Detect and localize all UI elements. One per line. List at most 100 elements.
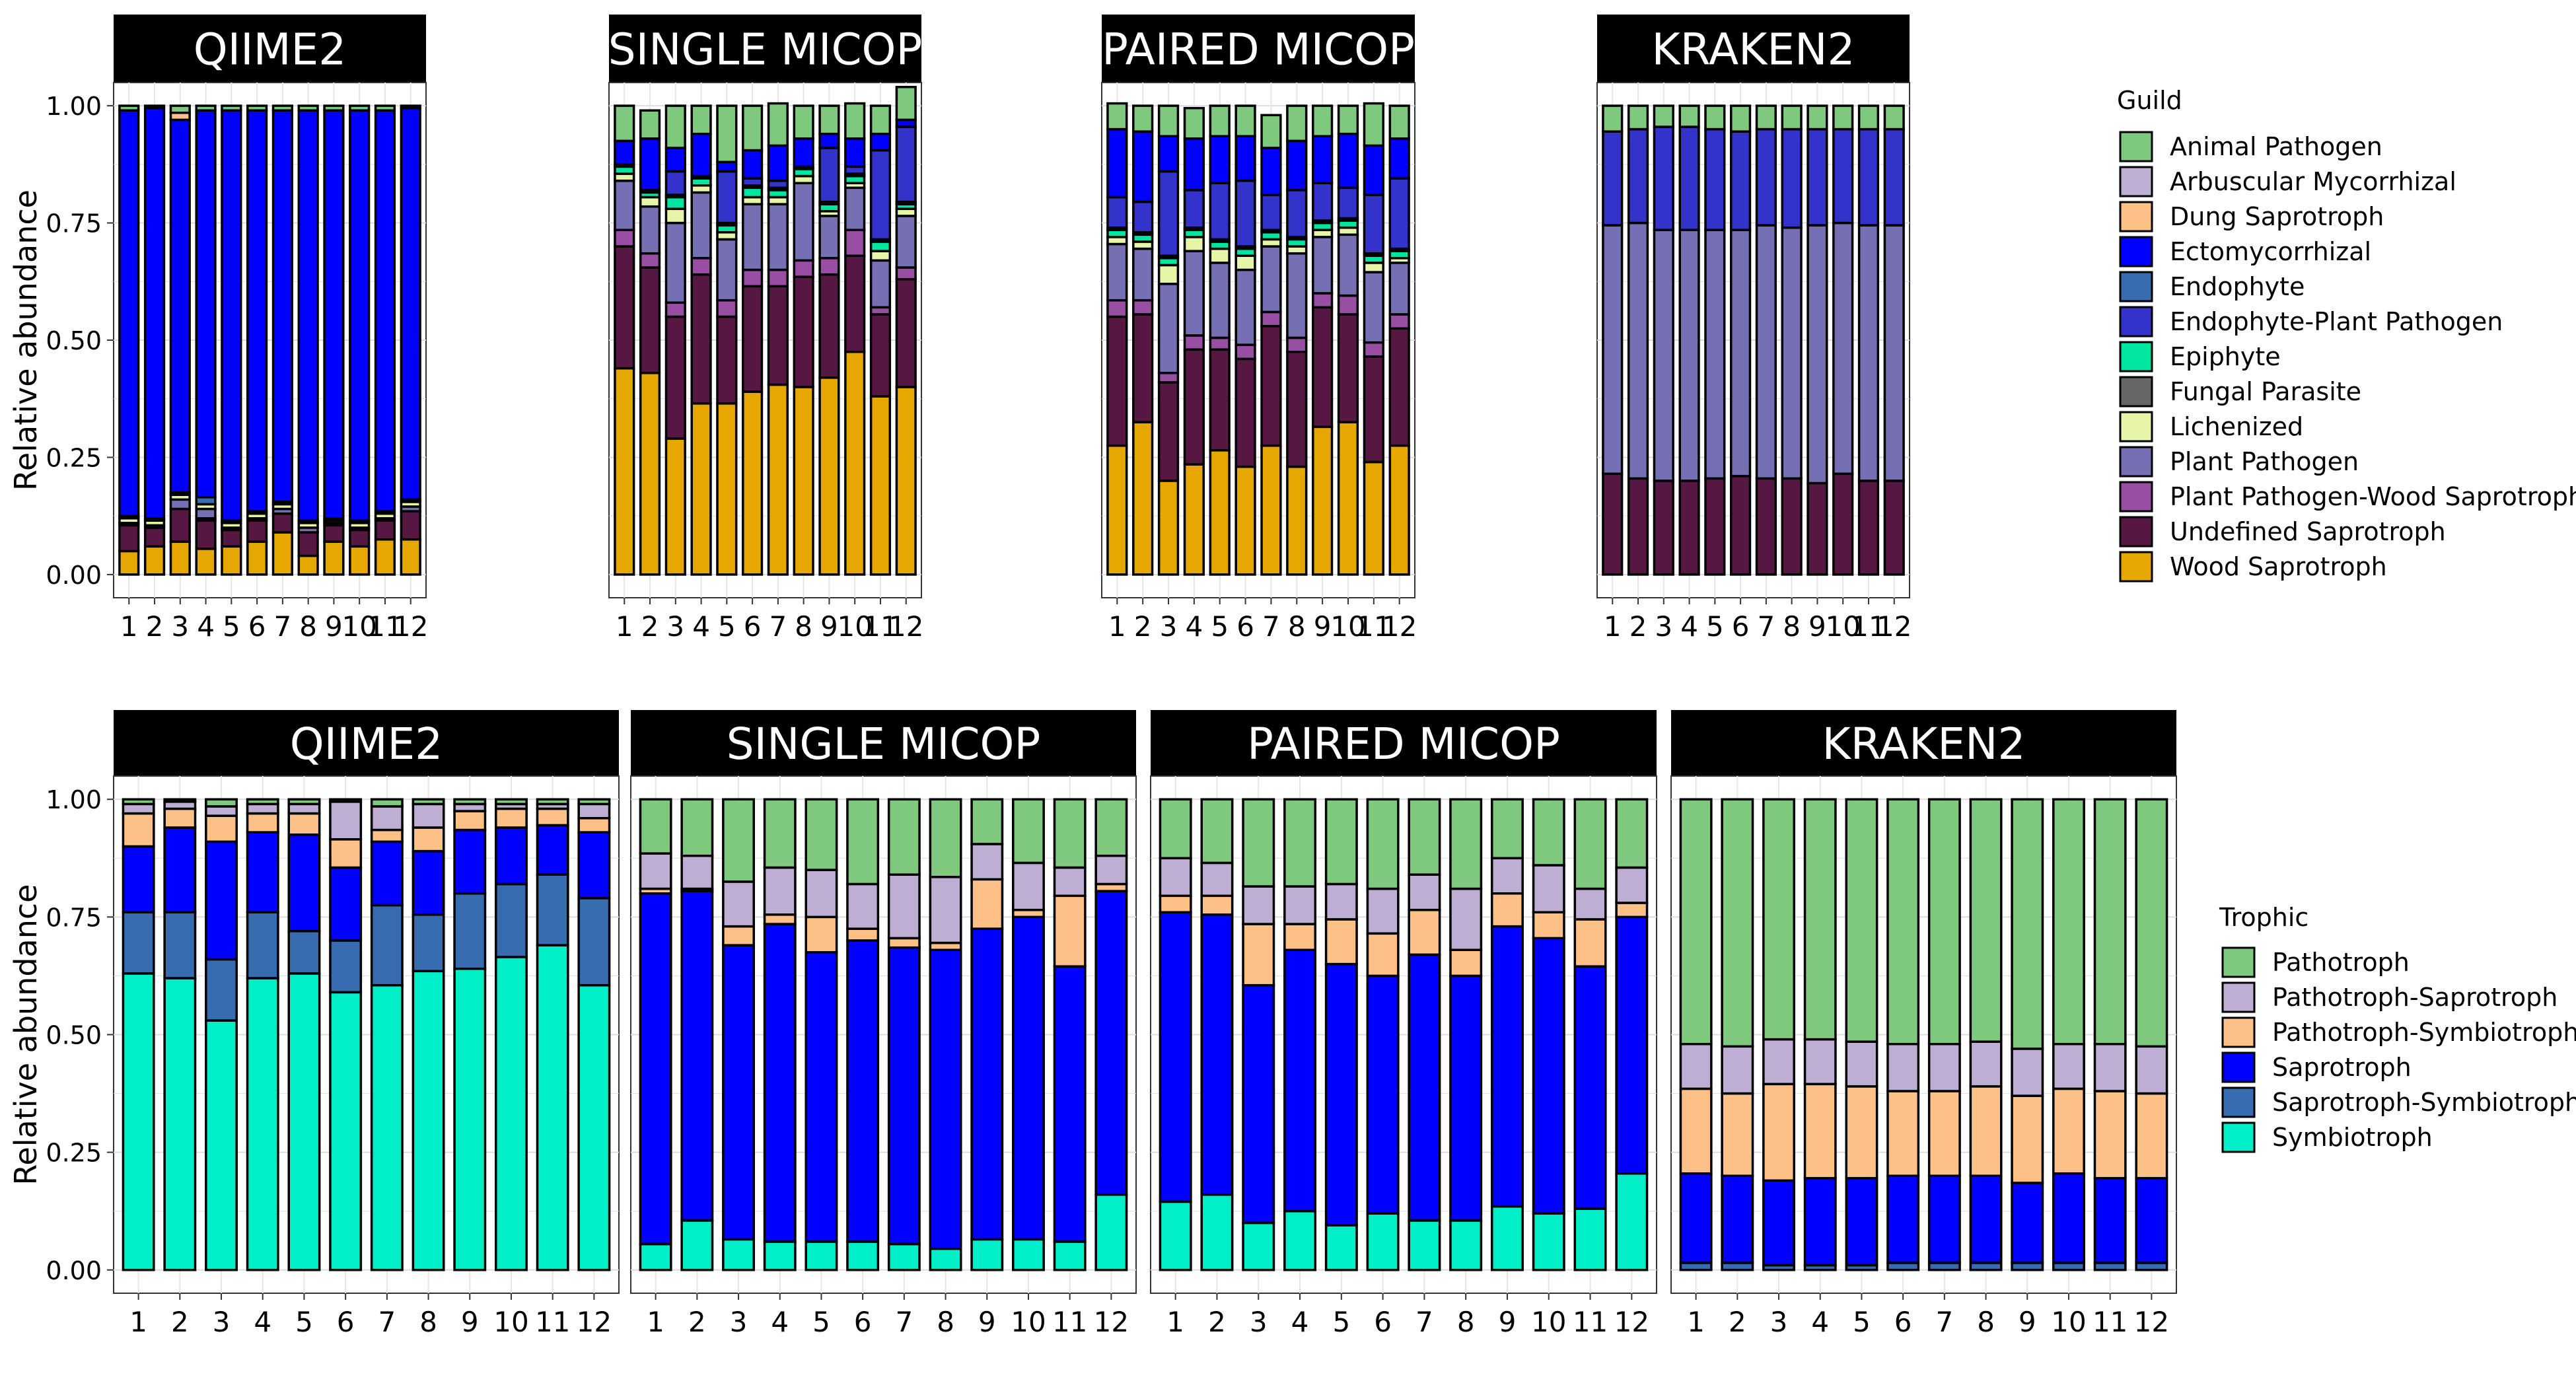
facet-strip xyxy=(1102,15,1415,83)
x-tick-label: 8 xyxy=(419,1306,437,1338)
bar-segment-animal-pathogen xyxy=(1704,104,1726,131)
facet-title: SINGLE MICOP xyxy=(608,24,923,75)
bar-segment-endophyte-plant-pathogen xyxy=(1704,127,1726,231)
bar-segment-pathotroph-saprotroph xyxy=(1886,1043,1920,1092)
x-tick-label: 1 xyxy=(129,1306,147,1338)
bar-segment-pathotroph-saprotroph xyxy=(1200,861,1234,898)
bar-segment-plant-pathogen-wood-saprotroph xyxy=(664,301,686,318)
x-tick-label: 11 xyxy=(1851,610,1886,643)
bar-segment-animal-pathogen xyxy=(1627,104,1649,131)
bar-segment-pathotroph-saprotroph xyxy=(1490,857,1524,895)
bar-segment-pathotroph-saprotroph xyxy=(846,882,880,930)
legend-label-lichenized: Lichenized xyxy=(2170,412,2303,441)
bar-segment-epiphyte xyxy=(742,186,764,199)
bar-segment-undefined-saprotroph xyxy=(664,315,686,440)
bar-segment-plant-pathogen xyxy=(1755,224,1777,480)
legend-label-wood-saprotroph: Wood Saprotroph xyxy=(2170,552,2387,581)
bar-segment-animal-pathogen xyxy=(1234,104,1256,137)
bar-segment-pathotroph xyxy=(2052,798,2085,1046)
bar-segment-ectomycorrhizal xyxy=(1286,139,1308,192)
bar-segment-saprotroph xyxy=(1449,974,1483,1222)
x-tick-label: 6 xyxy=(854,1306,872,1338)
bar-segment-undefined-saprotroph xyxy=(221,528,242,548)
bar-segment-ectomycorrhizal xyxy=(221,109,242,522)
bar-segment-animal-pathogen xyxy=(349,104,371,112)
bar-segment-saprotroph xyxy=(929,948,962,1250)
x-tick-label: 11 xyxy=(2093,1306,2128,1338)
x-tick-label: 6 xyxy=(248,610,266,643)
bar-segment-undefined-saprotroph xyxy=(1388,327,1410,447)
bar-segment-pathotroph xyxy=(722,798,755,883)
bar-segment-wood-saprotroph xyxy=(1132,421,1154,576)
bar-segment-pathotroph-saprotroph xyxy=(1969,1040,2003,1088)
legend-key-lichenized xyxy=(2119,411,2153,443)
bar-segment-undefined-saprotroph xyxy=(349,528,371,548)
bar-segment-endophyte-plant-pathogen xyxy=(1209,182,1231,241)
bar-segment-pathotroph-saprotroph xyxy=(2011,1048,2044,1097)
bar-segment-endophyte-plant-pathogen xyxy=(1337,186,1359,220)
y-tick-label: 1.00 xyxy=(46,785,102,814)
x-tick-label: 4 xyxy=(1291,1306,1309,1338)
bar-segment-symbiotroph xyxy=(1532,1212,1565,1271)
bar-segment-saprotroph-symbiotroph xyxy=(495,882,528,958)
bar-segment-pathotroph xyxy=(495,798,528,806)
bar-segment-ectomycorrhizal xyxy=(614,139,635,166)
bar-segment-ectomycorrhizal xyxy=(169,118,191,494)
bar-segment-pathotroph-saprotroph xyxy=(205,805,238,817)
bar-segment-undefined-saprotroph xyxy=(1781,477,1803,576)
bar-segment-pathotroph-saprotroph xyxy=(1449,887,1483,951)
x-tick-label: 2 xyxy=(641,610,659,643)
bar-segment-wood-saprotroph xyxy=(869,395,892,576)
bar-segment-pathotroph-symbiotroph xyxy=(1927,1090,1961,1178)
bar-segment-animal-pathogen xyxy=(1157,104,1180,137)
y-tick-label: 0.25 xyxy=(46,443,102,472)
bar-segment-plant-pathogen xyxy=(844,186,866,231)
bar-segment-wood-saprotroph xyxy=(195,548,217,576)
bar-segment-plant-pathogen xyxy=(1312,236,1334,295)
bar-segment-wood-saprotroph xyxy=(1234,465,1256,576)
bar-segment-ectomycorrhizal xyxy=(639,137,661,192)
x-tick-label: 5 xyxy=(812,1306,830,1338)
x-tick-label: 3 xyxy=(213,1306,231,1338)
y-tick-label: 0.75 xyxy=(46,903,102,932)
bar-segment-pathotroph-symbiotroph xyxy=(722,925,755,946)
bar-segment-saprotroph xyxy=(495,826,528,886)
bar-segment-animal-pathogen xyxy=(767,102,789,147)
bar-segment-lichenized xyxy=(1234,254,1256,271)
bar-segment-plant-pathogen xyxy=(614,179,635,231)
bar-segment-pathotroph-saprotroph xyxy=(722,880,755,928)
x-tick-label: 5 xyxy=(1853,1306,1871,1338)
bar-segment-plant-pathogen xyxy=(1781,226,1803,480)
bar-segment-plant-pathogen xyxy=(1678,229,1700,482)
bar-segment-pathotroph xyxy=(1159,798,1192,860)
bar-segment-pathotroph xyxy=(680,798,714,857)
bar-segment-animal-pathogen xyxy=(1132,104,1154,133)
x-tick-label: 3 xyxy=(1250,1306,1268,1338)
bar-segment-endophyte-plant-pathogen xyxy=(1157,170,1180,257)
x-tick-label: 2 xyxy=(1729,1306,1746,1338)
bar-segment-animal-pathogen xyxy=(1388,104,1410,140)
bar-segment-saprotroph xyxy=(1886,1174,1920,1264)
x-tick-label: 8 xyxy=(1977,1306,1995,1338)
bar-segment-plant-pathogen-wood-saprotroph xyxy=(818,257,840,276)
bar-segment-plant-pathogen xyxy=(639,205,661,255)
bar-segment-pathotroph-saprotroph xyxy=(329,800,363,841)
bar-segment-animal-pathogen xyxy=(895,85,917,122)
x-tick-label: 5 xyxy=(223,610,240,643)
bar-segment-saprotroph xyxy=(370,840,404,907)
bar-segment-symbiotroph xyxy=(929,1247,962,1271)
bar-segment-pathotroph-symbiotroph xyxy=(453,810,487,832)
bar-segment-wood-saprotroph xyxy=(1106,444,1128,576)
bar-segment-saprotroph xyxy=(287,833,321,933)
x-tick-label: 11 xyxy=(1052,1306,1087,1338)
bar-segment-animal-pathogen xyxy=(690,104,712,135)
bar-segment-plant-pathogen xyxy=(793,182,814,262)
bar-segment-saprotroph xyxy=(639,892,672,1246)
legend-guild: Guild Animal Pathogen Arbuscular Mycorrhiz… xyxy=(2117,86,2576,583)
bar-segment-saprotroph xyxy=(1490,925,1524,1208)
bar-segment-pathotroph-symbiotroph xyxy=(411,826,445,853)
bar-segment-endophyte-plant-pathogen xyxy=(1183,189,1205,229)
bar-segment-pathotroph-symbiotroph xyxy=(329,838,363,869)
